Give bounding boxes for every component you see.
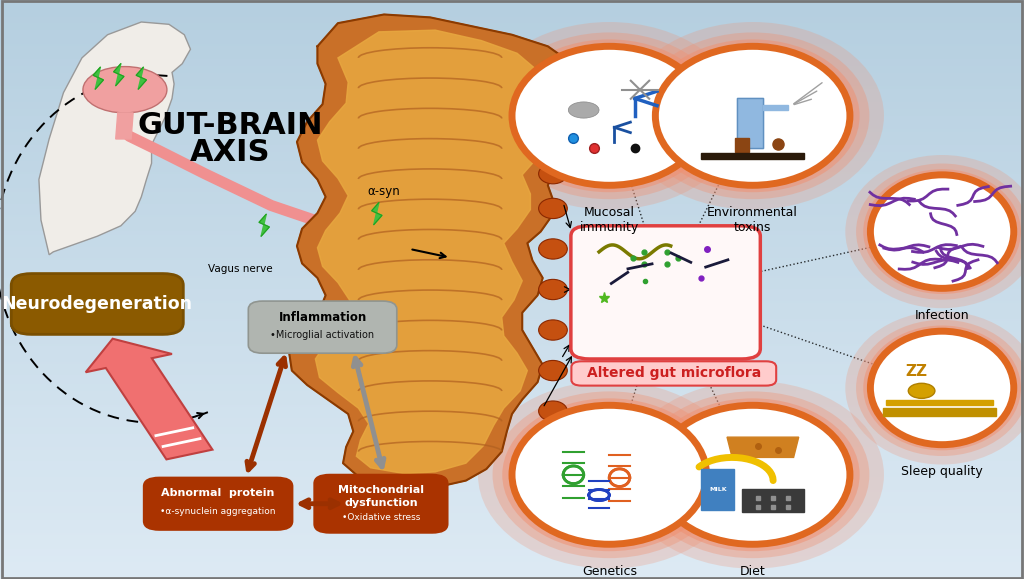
Ellipse shape [539, 442, 567, 462]
Ellipse shape [856, 320, 1024, 456]
Polygon shape [39, 22, 190, 255]
Ellipse shape [539, 401, 567, 422]
Ellipse shape [493, 32, 726, 199]
FancyBboxPatch shape [248, 301, 396, 353]
FancyBboxPatch shape [314, 475, 447, 533]
Text: •Microglial activation: •Microglial activation [270, 330, 375, 340]
Text: Abnormal  protein: Abnormal protein [162, 488, 274, 499]
Text: Neurodegeneration: Neurodegeneration [2, 295, 193, 313]
Ellipse shape [83, 67, 167, 113]
Text: Mitochondrial: Mitochondrial [338, 485, 424, 495]
Polygon shape [737, 98, 763, 148]
Ellipse shape [539, 60, 567, 80]
Ellipse shape [568, 102, 599, 118]
Polygon shape [701, 153, 804, 159]
Circle shape [908, 383, 935, 398]
Ellipse shape [870, 175, 1014, 288]
Ellipse shape [655, 405, 850, 544]
Polygon shape [93, 67, 103, 89]
Polygon shape [259, 214, 269, 236]
Ellipse shape [636, 32, 869, 199]
Polygon shape [289, 14, 573, 488]
Text: Altered gut microflora: Altered gut microflora [587, 367, 761, 380]
Text: Mucosal
immunity: Mucosal immunity [580, 206, 639, 233]
Text: Genetics: Genetics [582, 565, 637, 577]
Ellipse shape [622, 381, 884, 569]
Ellipse shape [478, 22, 740, 210]
Ellipse shape [478, 381, 740, 569]
Ellipse shape [863, 169, 1021, 294]
Ellipse shape [845, 312, 1024, 464]
Text: Inflammation: Inflammation [279, 312, 367, 324]
Polygon shape [883, 408, 996, 416]
Text: ZZ: ZZ [905, 364, 928, 379]
FancyBboxPatch shape [571, 361, 776, 386]
Polygon shape [763, 105, 788, 110]
Ellipse shape [539, 280, 567, 300]
Polygon shape [742, 489, 804, 512]
FancyBboxPatch shape [11, 274, 183, 335]
Text: •α-synuclein aggregation: •α-synuclein aggregation [161, 507, 275, 516]
Ellipse shape [539, 94, 567, 115]
Ellipse shape [502, 39, 717, 192]
Ellipse shape [539, 198, 567, 219]
Text: Vagus nerve: Vagus nerve [208, 264, 273, 274]
Ellipse shape [622, 22, 884, 210]
Ellipse shape [539, 320, 567, 340]
Ellipse shape [493, 391, 726, 558]
Ellipse shape [539, 129, 567, 149]
Text: MILK: MILK [709, 487, 727, 492]
Text: Diet: Diet [739, 565, 766, 577]
Ellipse shape [539, 164, 567, 184]
Ellipse shape [512, 405, 707, 544]
Polygon shape [136, 67, 146, 89]
Polygon shape [315, 30, 543, 474]
Ellipse shape [645, 39, 860, 192]
FancyArrow shape [86, 339, 212, 459]
Ellipse shape [636, 391, 869, 558]
Polygon shape [372, 203, 382, 225]
Ellipse shape [655, 46, 850, 185]
Ellipse shape [856, 163, 1024, 300]
Ellipse shape [512, 46, 707, 185]
Ellipse shape [645, 398, 860, 551]
Polygon shape [114, 64, 124, 86]
Polygon shape [727, 437, 799, 457]
Text: α-syn: α-syn [368, 185, 400, 197]
Text: Sleep quality: Sleep quality [901, 465, 983, 478]
Ellipse shape [539, 360, 567, 381]
Ellipse shape [845, 155, 1024, 308]
Ellipse shape [539, 239, 567, 259]
Polygon shape [116, 113, 133, 139]
Ellipse shape [863, 325, 1021, 450]
FancyBboxPatch shape [143, 478, 293, 530]
Ellipse shape [870, 331, 1014, 445]
Text: GUT-BRAIN
AXIS: GUT-BRAIN AXIS [137, 111, 324, 167]
FancyBboxPatch shape [571, 226, 760, 359]
Polygon shape [886, 400, 993, 405]
Text: Environmental
toxins: Environmental toxins [708, 206, 798, 233]
Text: dysfunction: dysfunction [344, 497, 418, 508]
Text: Infection: Infection [914, 309, 970, 321]
Ellipse shape [502, 398, 717, 551]
Text: •Oxidative stress: •Oxidative stress [342, 513, 420, 522]
Polygon shape [701, 469, 734, 510]
